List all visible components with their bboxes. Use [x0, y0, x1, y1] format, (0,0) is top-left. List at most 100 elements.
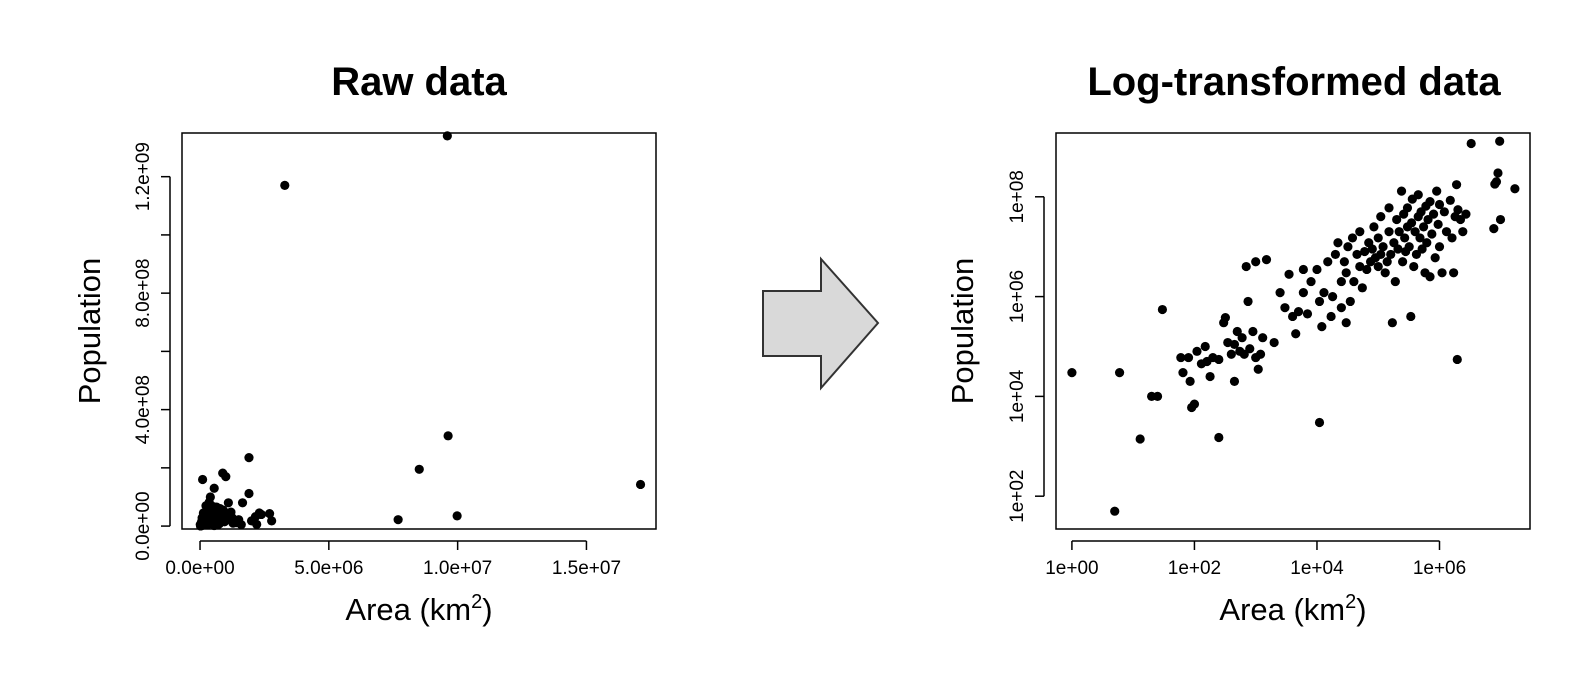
log-data-point [1339, 257, 1349, 267]
raw-x-axis: 0.0e+00 5.0e+06 1.0e+07 1.5e+07 [165, 540, 621, 579]
log-data-point [1229, 376, 1240, 386]
raw-data-point [267, 516, 277, 526]
log-data-point [1255, 349, 1266, 359]
log-data-point [1114, 367, 1125, 378]
log-chart-title: Log-transformed data [1087, 60, 1501, 104]
log-data-point [1284, 269, 1294, 279]
log-x-axis-label-suffix: ) [1356, 592, 1366, 627]
log-data-point [1411, 249, 1422, 260]
log-data-point [1384, 227, 1394, 237]
log-data-point [1306, 276, 1316, 287]
log-data-point [1489, 224, 1499, 234]
log-data-point [1178, 367, 1188, 378]
raw-data-point [635, 479, 646, 490]
log-data-point [1176, 352, 1186, 363]
log-data-point [1451, 180, 1462, 190]
raw-x-tick-label: 0.0e+00 [165, 558, 234, 579]
log-data-point [1135, 434, 1145, 444]
log-data-point [1430, 253, 1440, 263]
log-data-point [1298, 288, 1308, 298]
raw-data-point [244, 488, 254, 499]
log-data-point [1373, 261, 1383, 272]
log-data-point [1398, 257, 1408, 267]
log-data-point [1185, 376, 1195, 386]
log-data-point [1245, 344, 1255, 354]
transform-arrow-icon [762, 256, 880, 391]
log-data-point [1495, 214, 1506, 225]
raw-data-panel: Raw data 0.0e+00 5.0e+06 1.0e+07 1.5e+07 0.… [72, 60, 657, 627]
log-data-point [1428, 209, 1439, 219]
log-data-point [1312, 264, 1322, 275]
log-data-point [1415, 233, 1425, 243]
log-data-point [1432, 186, 1442, 196]
raw-y-tick-label: 0.0e+00 [133, 491, 154, 560]
log-data-point [1453, 205, 1463, 215]
log-data-point [1232, 326, 1242, 337]
log-data-point [1333, 238, 1343, 248]
log-y-tick-label: 1e+08 [1007, 170, 1028, 223]
log-data-point [1220, 312, 1230, 323]
raw-y-tick-label: 4.0e+08 [133, 375, 154, 444]
log-data-point [1355, 261, 1365, 272]
log-data-point [1345, 296, 1355, 307]
log-data-point [1404, 242, 1414, 252]
log-data-point [1298, 264, 1308, 275]
log-data-point [1229, 339, 1240, 350]
raw-x-tick-label: 1.5e+07 [552, 558, 621, 579]
raw-x-axis-label-superscript: 2 [471, 591, 482, 613]
raw-data-point [201, 501, 211, 511]
raw-data-point [196, 519, 206, 529]
raw-data-point [209, 483, 219, 493]
log-x-axis: 1e+00 1e+02 1e+04 1e+06 [1045, 540, 1466, 579]
log-data-point [1400, 233, 1410, 243]
log-data-point [1373, 233, 1383, 243]
log-y-tick-label: 1e+06 [1007, 270, 1028, 323]
log-data-point [1495, 136, 1505, 146]
log-data-point [1439, 207, 1449, 217]
log-x-tick-label: 1e+02 [1168, 558, 1221, 579]
log-data-point [1275, 288, 1285, 298]
log-data-point [1449, 268, 1459, 278]
log-data-point [1409, 261, 1419, 272]
raw-data-point [237, 498, 248, 508]
log-y-axis-label: Population [945, 258, 980, 405]
raw-y-axis-label: Population [72, 258, 107, 405]
raw-data-point [212, 511, 222, 521]
log-data-point [1326, 311, 1336, 322]
log-x-tick-label: 1e+04 [1290, 558, 1344, 579]
log-data-point [1369, 222, 1379, 232]
log-data-point [1393, 244, 1403, 254]
log-data-point [1317, 322, 1327, 332]
log-data-point [1192, 346, 1202, 356]
log-data-point [1434, 199, 1445, 210]
raw-x-axis-label: Area (km2) [345, 591, 492, 627]
log-data-point [1330, 249, 1341, 260]
log-data-point [1261, 255, 1272, 265]
raw-data-point [250, 512, 261, 522]
log-data-point [1406, 218, 1417, 228]
log-data-point [1352, 249, 1362, 260]
raw-data-point [264, 508, 275, 519]
log-x-axis-label: Area (km2) [1219, 591, 1366, 627]
log-data-point [1422, 238, 1432, 248]
log-data-point [1491, 177, 1502, 187]
log-data-point [1347, 233, 1358, 243]
log-data-point [1376, 212, 1386, 222]
log-data-point [1380, 268, 1390, 278]
raw-data-point [414, 464, 424, 474]
log-data-point [1241, 261, 1251, 272]
raw-data-point [252, 519, 262, 529]
log-data-point [1466, 138, 1476, 149]
raw-data-point [200, 512, 210, 522]
raw-data-point [442, 131, 452, 141]
log-data-point [1384, 203, 1394, 213]
log-data-point [1382, 257, 1392, 267]
raw-chart-title: Raw data [331, 60, 507, 104]
raw-x-tick-label: 1.0e+07 [423, 558, 492, 579]
log-data-point [1248, 326, 1258, 337]
log-data-point [1427, 229, 1437, 239]
raw-x-axis-label-main: Area (km [345, 592, 471, 627]
raw-data-point [205, 492, 215, 502]
log-data-point [1433, 219, 1443, 229]
raw-x-tick-label: 5.0e+06 [294, 558, 363, 579]
